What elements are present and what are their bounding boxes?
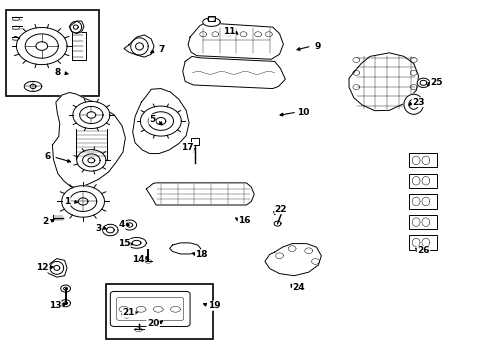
Polygon shape	[123, 35, 154, 57]
Polygon shape	[122, 220, 136, 230]
Text: 7: 7	[158, 45, 164, 54]
Text: 4: 4	[119, 220, 125, 229]
Text: 11: 11	[222, 27, 235, 36]
Text: 20: 20	[146, 319, 159, 328]
Text: 13: 13	[48, 301, 61, 310]
Polygon shape	[146, 183, 254, 205]
Polygon shape	[183, 57, 285, 89]
Text: 16: 16	[238, 216, 250, 225]
Text: 22: 22	[274, 205, 286, 214]
Text: 25: 25	[429, 78, 442, 87]
Text: 24: 24	[292, 283, 305, 292]
Text: 1: 1	[64, 197, 70, 206]
Polygon shape	[132, 89, 189, 154]
Bar	[408, 215, 436, 229]
Polygon shape	[169, 243, 201, 254]
Bar	[408, 153, 436, 167]
Text: 10: 10	[296, 108, 308, 117]
Text: 5: 5	[149, 115, 155, 124]
FancyBboxPatch shape	[110, 292, 190, 327]
Bar	[191, 138, 199, 145]
FancyBboxPatch shape	[116, 297, 183, 320]
Text: 19: 19	[207, 301, 220, 310]
Text: 17: 17	[181, 143, 193, 152]
Polygon shape	[264, 244, 321, 276]
Text: 8: 8	[54, 68, 61, 77]
Text: 26: 26	[416, 246, 429, 255]
Polygon shape	[24, 81, 41, 91]
Text: 6: 6	[44, 152, 51, 161]
Polygon shape	[140, 106, 181, 136]
Bar	[408, 174, 436, 188]
Polygon shape	[416, 78, 429, 87]
Polygon shape	[188, 23, 283, 59]
Polygon shape	[403, 94, 423, 114]
Polygon shape	[69, 21, 84, 33]
Text: 15: 15	[118, 239, 130, 248]
Text: 21: 21	[122, 309, 135, 318]
Text: 12: 12	[37, 263, 49, 272]
Polygon shape	[77, 150, 106, 171]
Polygon shape	[52, 93, 125, 188]
Polygon shape	[61, 186, 104, 217]
Bar	[408, 194, 436, 208]
Text: 3: 3	[95, 224, 102, 233]
Text: 9: 9	[314, 41, 320, 50]
Text: 23: 23	[411, 98, 424, 107]
Polygon shape	[348, 53, 418, 111]
Text: 18: 18	[195, 250, 207, 259]
Bar	[72, 32, 85, 60]
Polygon shape	[102, 224, 118, 236]
Bar	[207, 17, 215, 21]
Bar	[408, 235, 436, 249]
Polygon shape	[202, 18, 220, 26]
Polygon shape	[126, 238, 146, 248]
Text: 2: 2	[42, 217, 48, 226]
Text: 14: 14	[132, 255, 144, 264]
Bar	[106, 284, 212, 339]
Polygon shape	[73, 102, 110, 129]
Polygon shape	[17, 27, 67, 64]
Polygon shape	[44, 258, 67, 277]
Bar	[6, 10, 99, 96]
